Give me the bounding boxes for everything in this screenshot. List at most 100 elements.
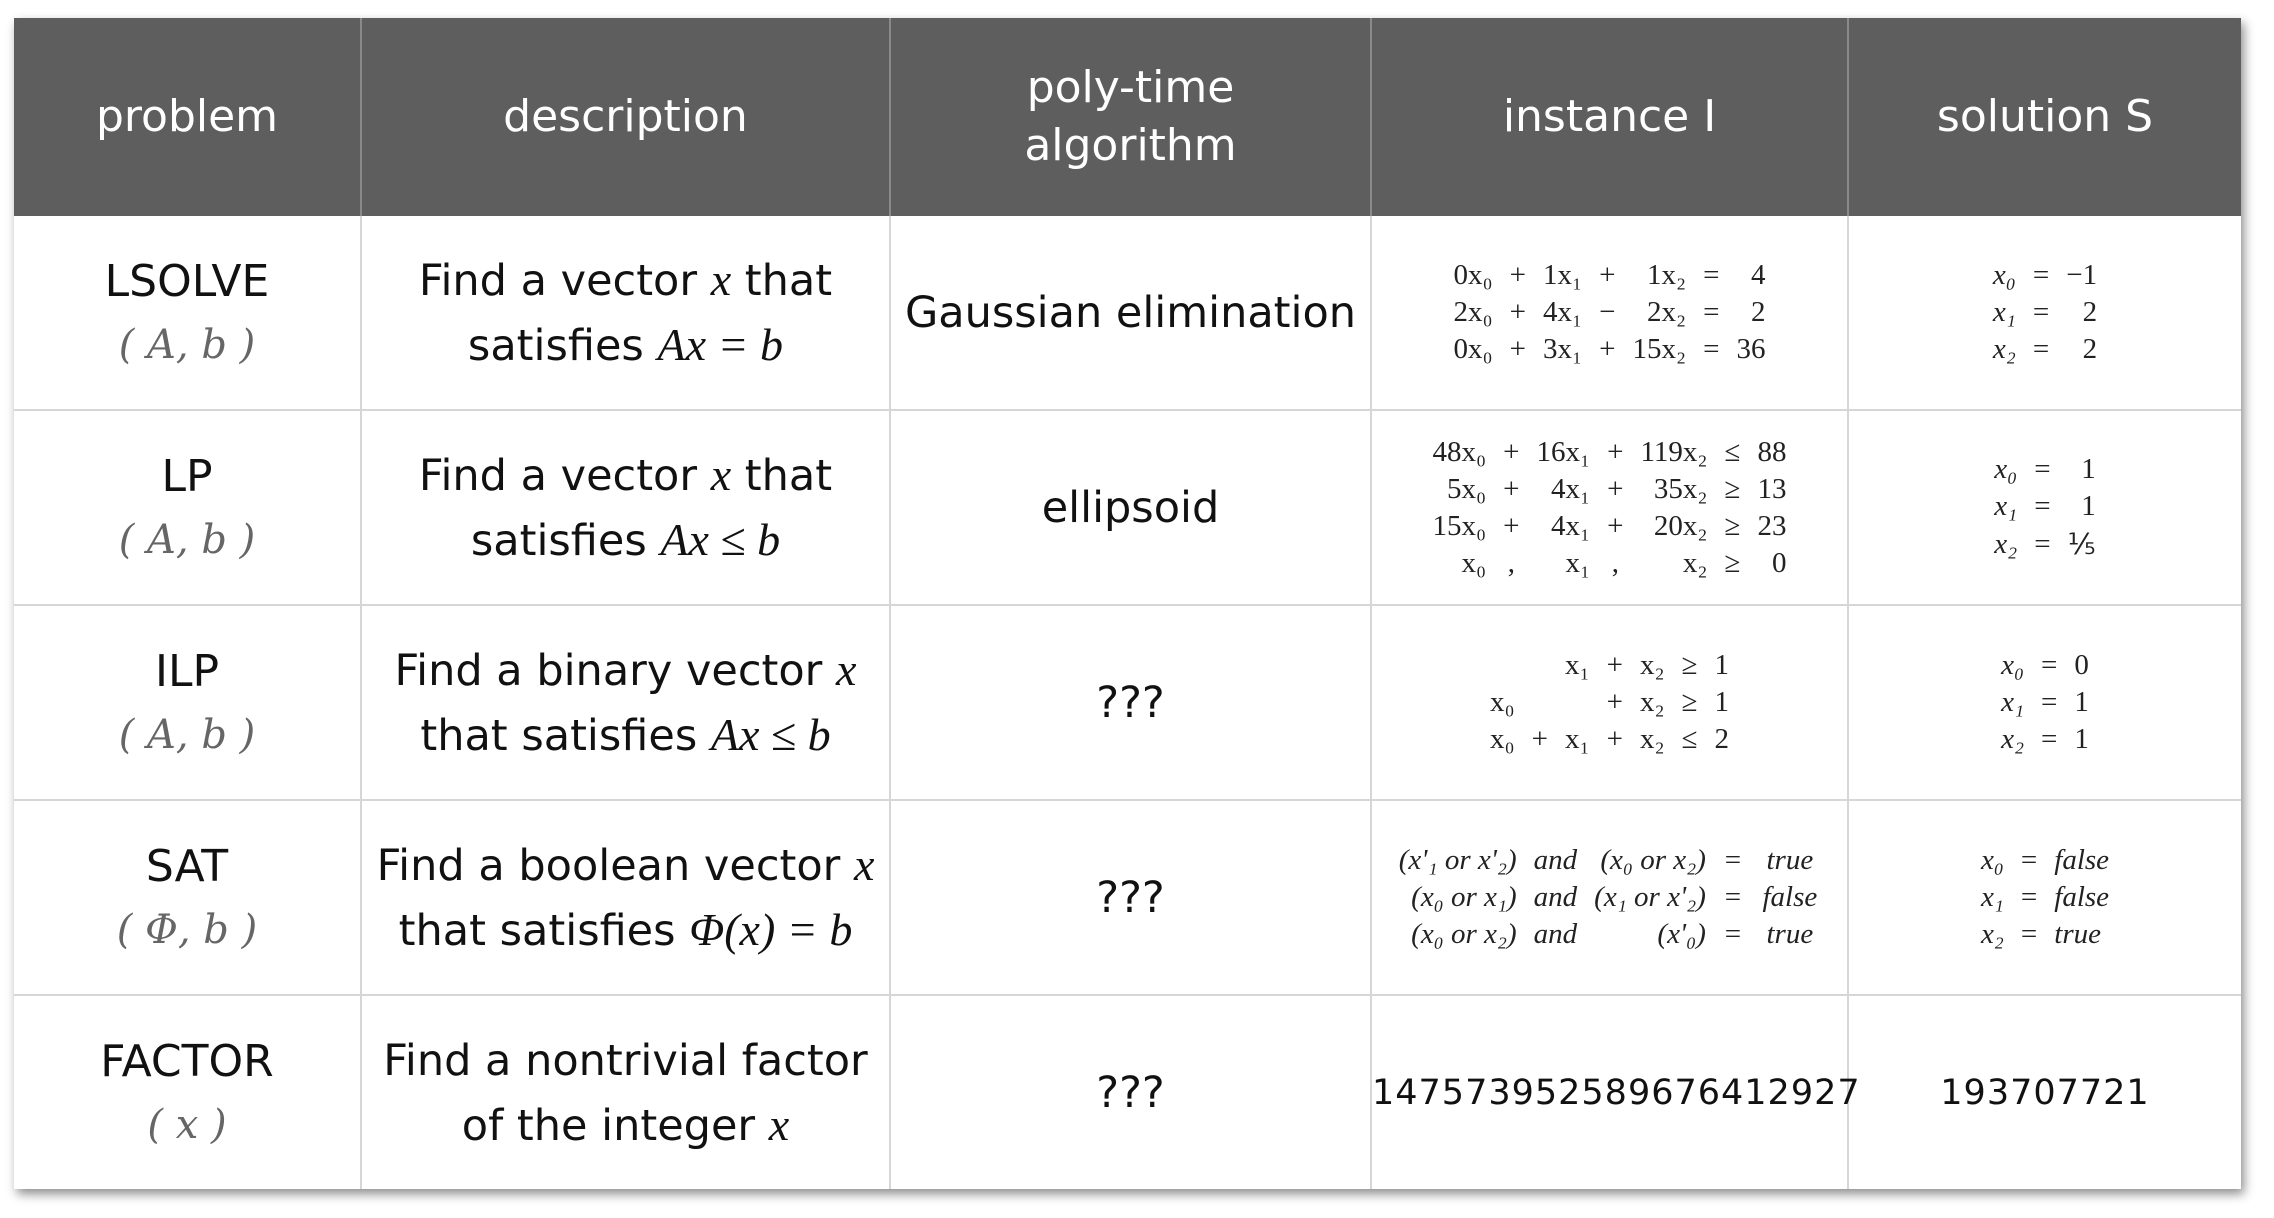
description-text: that satisfies — [420, 710, 711, 761]
instance-term: x₁ — [1564, 649, 1590, 681]
instance-equation: (x'₁ or x'₂) and (x₀ or x₂) = true — [1392, 842, 1828, 879]
instance-equation: 15x₀ +4x₁ +20x₂ ≥23 — [1426, 508, 1794, 545]
solution-cell: x₀ = 0 x₁ = 1 x₂ = 1 — [1848, 604, 2241, 800]
instance-term: + — [1503, 472, 1520, 505]
solution-term: = — [2020, 881, 2038, 913]
instance-system: 48x₀ +16x₁ +119x₂ ≤88 5x₀ +4x₁ +35x₂ ≥13 15x₀ +4x… — [1372, 434, 1847, 582]
solution-term: x₁ — [2001, 686, 2025, 718]
instance-term: (x₁ or x'₂) — [1594, 881, 1706, 913]
instance-cell: 48x₀ +16x₁ +119x₂ ≤88 5x₀ +4x₁ +35x₂ ≥13 15x₀ +4x… — [1371, 409, 1849, 605]
instance-term: 0 — [1771, 546, 1787, 579]
solution-number: 193707721 — [1940, 1072, 2150, 1113]
description-text: Find a vector — [418, 255, 711, 306]
solution-term: = — [2032, 259, 2050, 291]
solution-term: ⅕ — [2067, 529, 2096, 561]
solution-term: x₁ — [1994, 490, 2018, 522]
problem-name: LP — [161, 450, 213, 502]
instance-term: ≥ — [1724, 472, 1741, 505]
description-math: Φ(x) = b — [689, 903, 853, 955]
header-algorithm: poly-time algorithm — [890, 18, 1372, 216]
problems-table: problem description poly-time algorithm … — [14, 18, 2241, 1189]
description-cell: Find a nontrivial factor of the integer x — [361, 994, 891, 1189]
problem-name: ILP — [154, 645, 220, 697]
solution-values: x₀ = 0 x₁ = 1 x₂ = 1 — [1994, 647, 2096, 758]
instance-number: 147573952589676412927 — [1372, 1072, 1861, 1113]
description-text: that satisfies — [398, 905, 690, 956]
instance-term: ≥ — [1681, 686, 1698, 718]
solution-term: x₁ — [1992, 296, 2016, 328]
problem-cell: ILP ( A, b ) — [14, 604, 362, 800]
instance-equation: 5x₀ +4x₁ +35x₂ ≥13 — [1426, 471, 1794, 508]
algorithm-cell: ??? — [890, 604, 1372, 800]
instance-term: 4x₁ — [1551, 472, 1591, 505]
description-line-2: that satisfies Ax ≤ b — [362, 703, 889, 768]
problem-args: ( A, b ) — [118, 711, 256, 758]
instance-term: (x₀ or x₁) — [1411, 881, 1517, 913]
solution-term: 0 — [2074, 649, 2089, 681]
solution-term: x₂ — [2001, 723, 2025, 755]
instance-term: = — [1703, 296, 1720, 328]
description-variable: x — [854, 838, 875, 890]
instance-equation: 0x₀ +1x₁ +1x₂ = 4 — [1447, 257, 1773, 294]
description-math: Ax ≤ b — [710, 708, 831, 760]
solution-term: = — [2032, 333, 2050, 365]
header-problem: problem — [14, 18, 362, 216]
instance-equation: x₀ + x₁ + x₂ ≤2 — [1483, 721, 1736, 758]
instance-term: and — [1533, 881, 1578, 913]
instance-term: 2x₂ — [1646, 296, 1687, 328]
solution-line: x₂ = 2 — [1986, 331, 2104, 368]
instance-term: 0x₀ — [1453, 333, 1493, 365]
header-solution: solution S — [1848, 18, 2241, 216]
instance-term: + — [1599, 259, 1616, 291]
solution-line: x₁ = false — [1974, 879, 2116, 916]
solution-term: = — [2041, 723, 2058, 755]
instance-equation: 0x₀ +3x₁ +15x₂ = 36 — [1447, 331, 1773, 368]
instance-term — [1522, 647, 1558, 684]
description-variable: x — [836, 643, 857, 695]
solution-term: −1 — [2066, 259, 2098, 291]
instance-term: = — [1703, 259, 1720, 291]
problems-table-card: problem description poly-time algorithm … — [14, 18, 2241, 1189]
solution-term: x₀ — [1994, 453, 2018, 485]
instance-term: 48x₀ — [1432, 435, 1487, 468]
solution-term: 1 — [2074, 686, 2089, 718]
instance-term: + — [1607, 509, 1624, 542]
solution-line: x₁ = 2 — [1986, 294, 2104, 331]
instance-term — [1558, 684, 1597, 721]
instance-term: x₀ — [1489, 686, 1515, 718]
instance-term: and — [1533, 844, 1578, 876]
instance-equations: x₁ + x₂ ≥1 x₀ + x₂ ≥1 x₀ + x₁ + x₂ ≤2 — [1483, 647, 1736, 758]
instance-term: + — [1509, 296, 1526, 328]
instance-term: 1x₂ — [1646, 259, 1687, 291]
description-cell: Find a vector x that satisfies Ax ≤ b — [361, 409, 891, 605]
problem-name: LSOLVE — [104, 255, 270, 307]
description-line-1: Find a nontrivial factor — [362, 1028, 889, 1093]
instance-term: , — [1507, 546, 1515, 579]
instance-term: 2 — [1750, 296, 1766, 328]
solution-term: = — [2032, 296, 2050, 328]
description-math: x — [768, 1098, 790, 1150]
description-variable: x — [710, 448, 732, 500]
instance-term: 2 — [1714, 723, 1730, 755]
solution-values: x₀ = false x₁ = false x₂ = true — [1974, 842, 2116, 953]
instance-term: 20x₂ — [1653, 509, 1708, 542]
description-variable: x — [710, 253, 732, 305]
instance-term: + — [1509, 333, 1526, 365]
description-text: satisfies — [470, 515, 661, 566]
instance-term: x₁ — [1564, 723, 1590, 755]
algorithm-text: ??? — [1096, 1067, 1165, 1118]
instance-term: 1 — [1714, 686, 1730, 718]
description-math: Ax ≤ b — [660, 513, 781, 565]
instance-term: 36 — [1736, 333, 1766, 365]
problem-cell: SAT ( Φ, b ) — [14, 799, 362, 995]
description-cell: Find a binary vector x that satisfies Ax … — [361, 604, 891, 800]
solution-term: = — [2034, 453, 2051, 485]
solution-term: x₀ — [1992, 259, 2016, 291]
instance-equation: x₀, x₁, x₂ ≥0 — [1426, 545, 1794, 582]
instance-term: 88 — [1757, 435, 1787, 468]
solution-term: x₀ — [1980, 844, 2004, 876]
problem-args: ( x ) — [147, 1101, 227, 1148]
solution-term: 1 — [2081, 490, 2096, 522]
instance-term: 2x₀ — [1453, 296, 1493, 328]
instance-term: x₂ — [1682, 546, 1708, 579]
